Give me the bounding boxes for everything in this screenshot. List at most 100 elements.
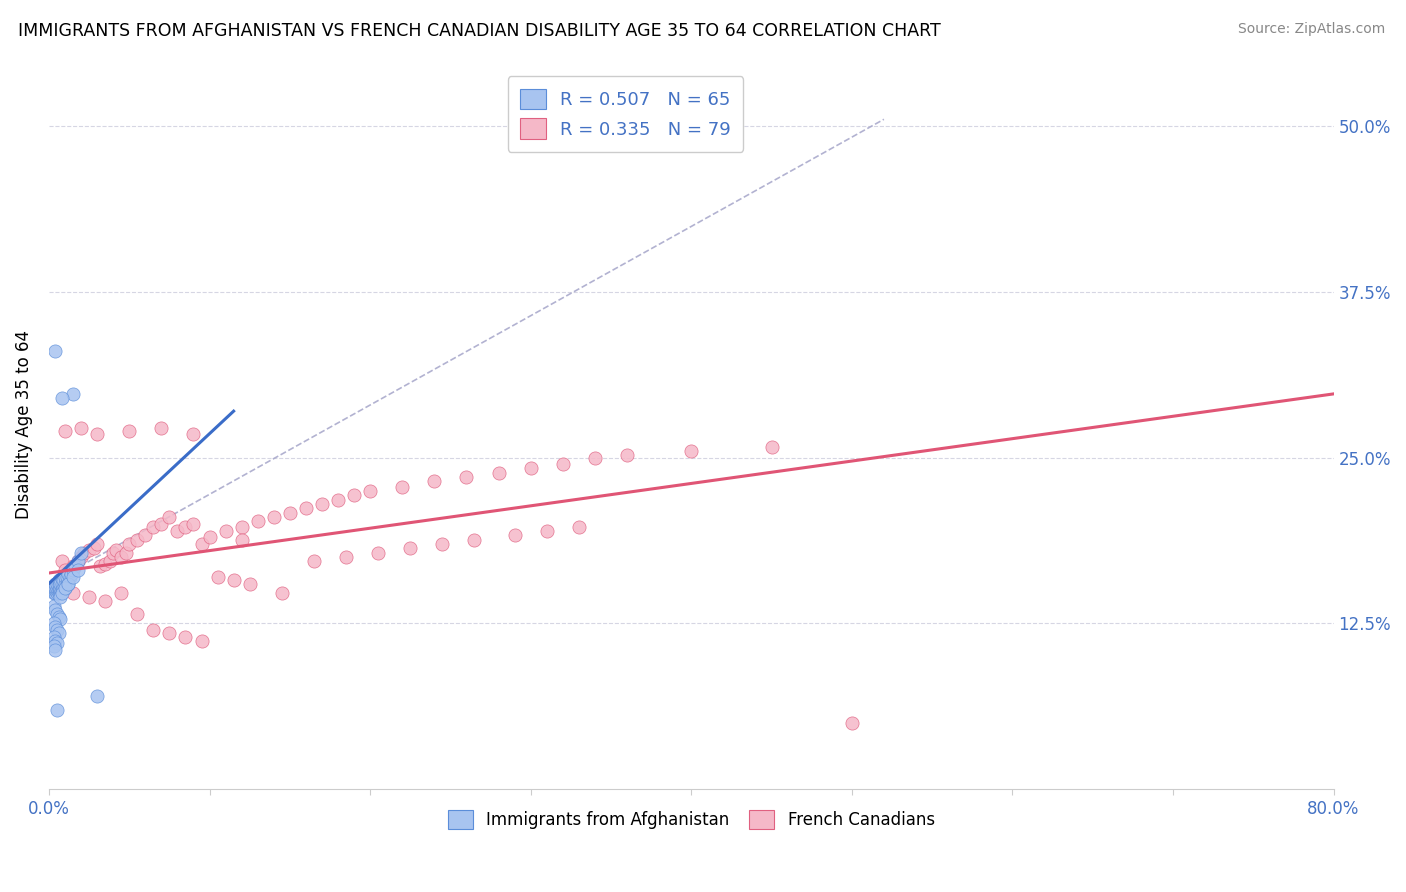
Point	[48, 625, 70, 640]
Point	[62, 559, 84, 574]
Point	[142, 519, 165, 533]
Point	[681, 444, 703, 458]
Point	[42, 586, 65, 600]
Point	[53, 570, 76, 584]
Point	[46, 703, 69, 717]
Point	[174, 630, 197, 644]
Point	[52, 573, 75, 587]
Point	[86, 426, 108, 441]
Point	[519, 461, 541, 475]
Point	[66, 563, 89, 577]
Point	[157, 625, 180, 640]
Point	[44, 603, 66, 617]
Point	[198, 530, 221, 544]
Point	[134, 527, 156, 541]
Point	[44, 344, 66, 359]
Point	[58, 576, 80, 591]
Point	[58, 576, 80, 591]
Point	[49, 583, 72, 598]
Point	[46, 607, 69, 621]
Point	[62, 570, 84, 584]
Point	[49, 612, 72, 626]
Point	[55, 570, 77, 584]
Point	[52, 581, 75, 595]
Point	[44, 633, 66, 648]
Point	[399, 541, 422, 555]
Point	[42, 599, 65, 614]
Point	[42, 583, 65, 598]
Point	[58, 567, 80, 582]
Point	[46, 576, 69, 591]
Point	[49, 586, 72, 600]
Point	[62, 563, 84, 577]
Point	[456, 470, 478, 484]
Point	[190, 633, 212, 648]
Point	[44, 643, 66, 657]
Point	[183, 426, 205, 441]
Point	[231, 533, 253, 547]
Point	[110, 550, 132, 565]
Y-axis label: Disability Age 35 to 64: Disability Age 35 to 64	[15, 330, 32, 519]
Point	[51, 581, 73, 595]
Point	[46, 576, 69, 591]
Point	[44, 583, 66, 598]
Point	[49, 581, 72, 595]
Point	[46, 623, 69, 637]
Point	[44, 586, 66, 600]
Point	[311, 497, 333, 511]
Point	[98, 554, 121, 568]
Point	[63, 559, 86, 574]
Point	[86, 690, 108, 704]
Point	[278, 506, 301, 520]
Point	[183, 516, 205, 531]
Point	[222, 573, 245, 587]
Point	[51, 586, 73, 600]
Point	[110, 586, 132, 600]
Point	[150, 516, 173, 531]
Point	[359, 483, 381, 498]
Point	[841, 715, 863, 730]
Point	[105, 543, 128, 558]
Point	[343, 488, 366, 502]
Point	[94, 557, 117, 571]
Legend: Immigrants from Afghanistan, French Canadians: Immigrants from Afghanistan, French Cana…	[441, 803, 942, 836]
Point	[44, 576, 66, 591]
Point	[270, 586, 292, 600]
Point	[166, 524, 188, 538]
Point	[51, 391, 73, 405]
Point	[616, 448, 638, 462]
Point	[55, 576, 77, 591]
Point	[263, 510, 285, 524]
Text: Source: ZipAtlas.com: Source: ZipAtlas.com	[1237, 22, 1385, 37]
Point	[46, 581, 69, 595]
Point	[42, 639, 65, 653]
Point	[66, 554, 89, 568]
Point	[48, 586, 70, 600]
Point	[423, 475, 446, 489]
Point	[583, 450, 606, 465]
Text: IMMIGRANTS FROM AFGHANISTAN VS FRENCH CANADIAN DISABILITY AGE 35 TO 64 CORRELATI: IMMIGRANTS FROM AFGHANISTAN VS FRENCH CA…	[18, 22, 941, 40]
Point	[51, 554, 73, 568]
Point	[62, 586, 84, 600]
Point	[70, 421, 93, 435]
Point	[58, 567, 80, 582]
Point	[142, 623, 165, 637]
Point	[49, 576, 72, 591]
Point	[118, 537, 141, 551]
Point	[52, 583, 75, 598]
Point	[46, 636, 69, 650]
Point	[86, 537, 108, 551]
Point	[231, 519, 253, 533]
Point	[41, 583, 63, 598]
Point	[46, 586, 69, 600]
Point	[326, 493, 349, 508]
Point	[536, 524, 558, 538]
Point	[62, 387, 84, 401]
Point	[42, 630, 65, 644]
Point	[761, 440, 783, 454]
Point	[42, 616, 65, 631]
Point	[503, 527, 526, 541]
Point	[59, 570, 82, 584]
Point	[239, 576, 262, 591]
Point	[48, 576, 70, 591]
